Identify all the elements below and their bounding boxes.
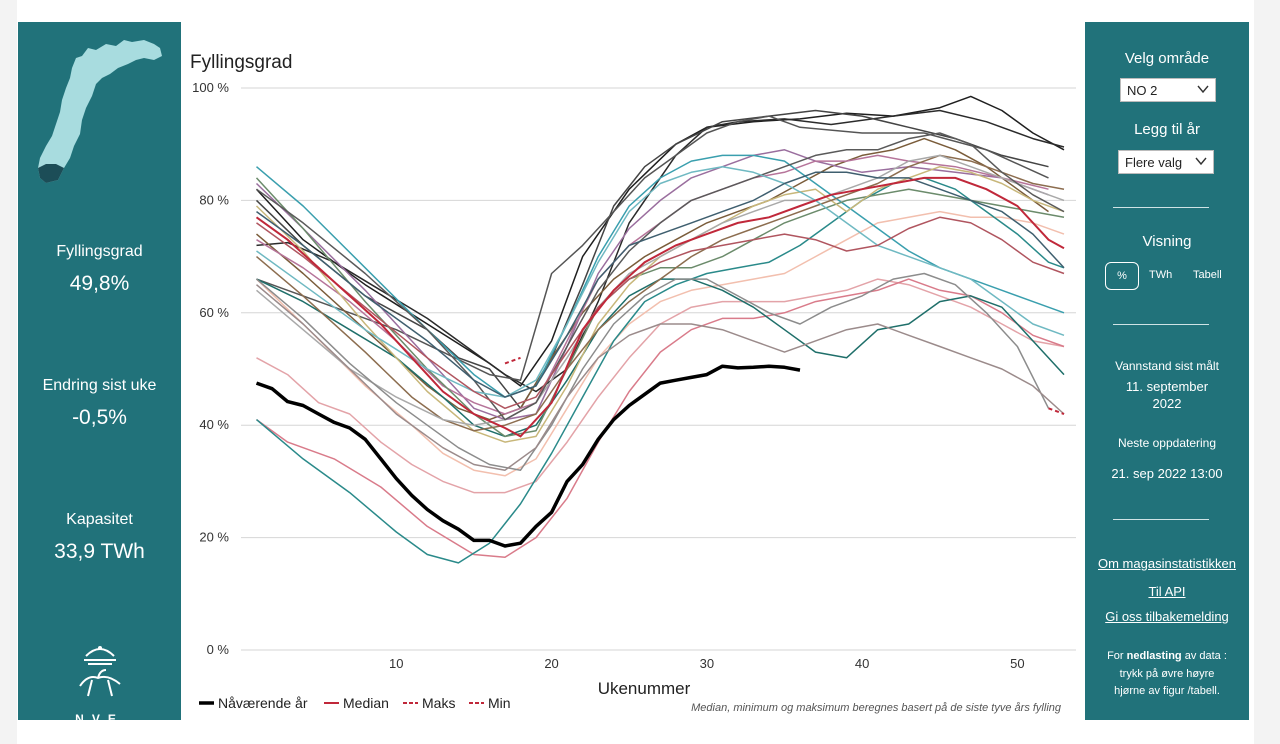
x-axis-label: Ukenummer: [598, 679, 691, 698]
series-lines: [255, 95, 1065, 564]
history-series-line: [256, 272, 1050, 471]
history-series-line: [256, 165, 1065, 398]
history-series-line: [256, 278, 1065, 559]
x-tick-label: 40: [855, 656, 869, 671]
legend: Nåværende år Median Maks Min: [199, 695, 511, 711]
stat-fyllingsgrad-label: Fyllingsgrad: [56, 243, 143, 260]
maks-line: [504, 356, 521, 365]
legend-label[interactable]: Min: [488, 695, 511, 711]
about-link[interactable]: Om magasinstatistikken: [1098, 556, 1236, 571]
nve-crest-icon: [79, 646, 121, 697]
y-tick-label: 80 %: [199, 192, 229, 207]
chevron-down-icon: [1195, 157, 1207, 166]
history-series-line: [256, 177, 1065, 564]
divider: [1113, 207, 1209, 208]
download-bold: nedlasting: [1126, 650, 1182, 662]
norway-map-icon[interactable]: [36, 38, 166, 198]
add-year-value: Flere valg: [1125, 155, 1183, 170]
chart-title: Fyllingsgrad: [190, 52, 292, 73]
x-tick-label: 10: [389, 656, 403, 671]
y-tick-label: 0 %: [207, 642, 230, 657]
divider: [1113, 324, 1209, 325]
y-tick-label: 100 %: [192, 80, 229, 95]
median-line: [255, 176, 1065, 438]
view-table-button[interactable]: Tabell: [1193, 269, 1222, 281]
gridlines: [241, 87, 1076, 651]
download-info-line1: For nedlasting av data :: [1085, 648, 1249, 665]
measured-label: Vannstand sist målt: [1115, 359, 1219, 373]
y-tick-label: 60 %: [199, 305, 229, 320]
download-pre: For: [1107, 650, 1127, 662]
stat-endring-value: -0,5%: [72, 406, 127, 429]
add-year-title: Legg til år: [1134, 121, 1200, 138]
y-tick-label: 20 %: [199, 530, 229, 545]
history-series-line: [256, 171, 1065, 398]
x-axis-ticks: 10 20 30 40 50: [389, 656, 1025, 671]
x-tick-label: 20: [544, 656, 558, 671]
legend-label[interactable]: Maks: [422, 695, 455, 711]
current-year-line: [255, 364, 801, 548]
x-tick-label: 50: [1010, 656, 1024, 671]
history-series-line: [256, 284, 1065, 471]
history-series-line: [255, 210, 1065, 477]
measured-value-line2: 2022: [1152, 396, 1182, 411]
area-select-title: Velg område: [1124, 50, 1210, 67]
left-panel: Fyllingsgrad 49,8% Endring sist uke -0,5…: [18, 22, 181, 726]
chevron-down-icon: [1197, 85, 1209, 94]
y-axis-ticks: 0 % 20 % 40 % 60 % 80 % 100 %: [192, 80, 229, 657]
feedback-link[interactable]: Gi oss tilbakemelding: [1105, 609, 1229, 624]
stat-endring-label: Endring sist uke: [42, 377, 157, 394]
view-title: Visning: [1142, 233, 1192, 250]
y-tick-label: 40 %: [199, 417, 229, 432]
download-post: av data :: [1181, 650, 1227, 662]
add-year-dropdown[interactable]: Flere valg: [1118, 150, 1214, 174]
divider: [1113, 519, 1209, 520]
history-series-line: [255, 95, 1065, 387]
history-series-line: [256, 154, 1065, 398]
stat-kapasitet-value: 33,9 TWh: [54, 540, 145, 563]
filling-chart[interactable]: Fyllingsgrad 0 % 20 % 40 % 60 % 80 % 100 % 10…: [181, 22, 1085, 720]
page-frame: [17, 0, 1254, 744]
x-tick-label: 30: [700, 656, 714, 671]
history-series-line: [255, 109, 1049, 410]
history-series-line: [256, 216, 1065, 410]
history-series-line: [255, 177, 1065, 438]
stat-fyllingsgrad-value: 49,8%: [69, 272, 130, 295]
view-twh-button[interactable]: TWh: [1149, 269, 1173, 281]
measured-value-line1: 11. september: [1125, 379, 1209, 394]
next-update-value: 21. sep 2022 13:00: [1111, 466, 1223, 481]
min-line: [1048, 407, 1065, 415]
history-series-line: [255, 149, 1049, 421]
legend-label[interactable]: Median: [343, 695, 389, 711]
history-series-line: [256, 109, 1065, 393]
download-info-line2: trykk på øvre høyre: [1119, 668, 1215, 680]
download-info-line3: hjørne av figur /tabell.: [1114, 685, 1220, 697]
view-percent-button[interactable]: %: [1105, 262, 1139, 290]
area-select-value: NO 2: [1127, 83, 1158, 98]
next-update-label: Neste oppdatering: [1117, 436, 1217, 450]
history-series-line: [256, 115, 1049, 381]
legend-label[interactable]: Nåværende år: [218, 695, 308, 711]
nve-logo-text: NVE: [75, 712, 124, 726]
stat-kapasitet-label: Kapasitet: [66, 511, 133, 528]
right-panel: Velg område NO 2 Legg til år Flere valg …: [1085, 22, 1249, 720]
history-series-line: [256, 137, 1049, 421]
chart-note: Median, minimum og maksimum beregnes bas…: [691, 702, 1062, 714]
area-select-dropdown[interactable]: NO 2: [1120, 78, 1216, 102]
api-link[interactable]: Til API: [1148, 584, 1186, 599]
history-series-line: [256, 132, 1065, 421]
